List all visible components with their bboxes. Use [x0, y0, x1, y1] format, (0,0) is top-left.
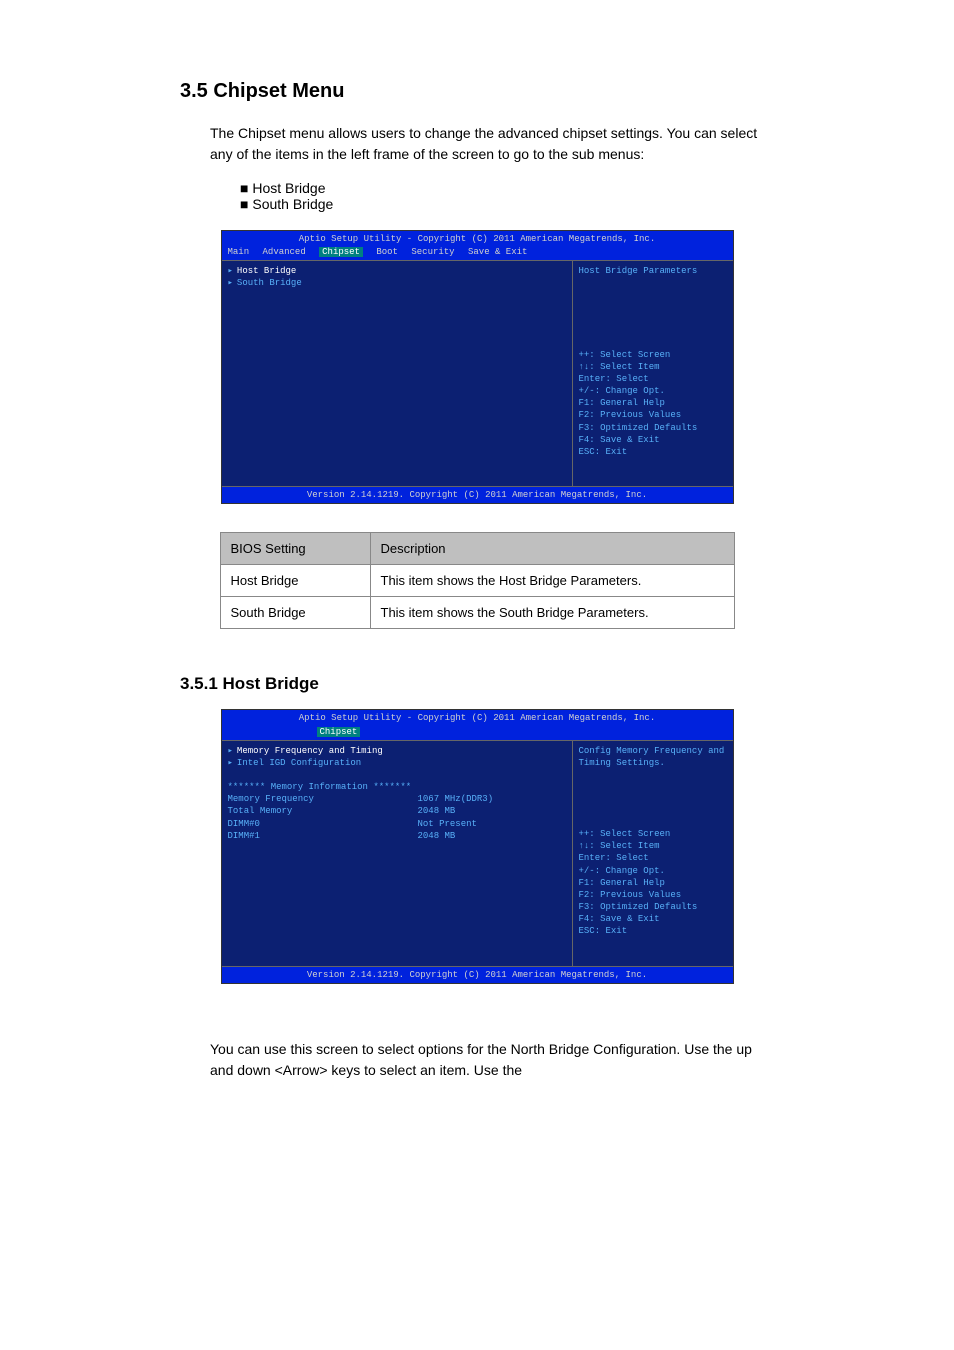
bullet-southbridge: ■ South Bridge [240, 196, 904, 212]
bullet-hostbridge: ■ Host Bridge [240, 180, 904, 196]
section-title-chipset: 3.5 Chipset Menu [180, 80, 904, 103]
menu-saveexit[interactable]: Save & Exit [468, 247, 527, 257]
bios-footer: Version 2.14.1219. Copyright (C) 2011 Am… [222, 966, 733, 983]
col-header-description: Description [370, 533, 734, 565]
cell-setting: South Bridge [220, 597, 370, 629]
bios-help-text: Config Memory Frequency and Timing Setti… [579, 745, 727, 769]
cell-desc: This item shows the South Bridge Paramet… [370, 597, 734, 629]
bios-info-row: DIMM#12048 MB [228, 830, 566, 842]
table-row: South Bridge This item shows the South B… [220, 597, 734, 629]
menu-advanced[interactable]: Advanced [263, 247, 306, 257]
bios-item-igd[interactable]: ▸Intel IGD Configuration [228, 757, 566, 769]
bios-info-header: ******* Memory Information ******* [228, 781, 566, 793]
bios-item-memfreq[interactable]: ▸Memory Frequency and Timing [228, 745, 566, 757]
footer-paragraph: You can use this screen to select option… [210, 1039, 770, 1081]
bios-title: Aptio Setup Utility - Copyright (C) 2011… [222, 710, 733, 724]
cell-setting: Host Bridge [220, 565, 370, 597]
bios-title: Aptio Setup Utility - Copyright (C) 2011… [222, 231, 733, 245]
table-header-row: BIOS Setting Description [220, 533, 734, 565]
bios-info-row: Total Memory2048 MB [228, 805, 566, 817]
table-row: Host Bridge This item shows the Host Bri… [220, 565, 734, 597]
menu-boot[interactable]: Boot [376, 247, 398, 257]
section-title-hostbridge: 3.5.1 Host Bridge [180, 674, 904, 694]
bios-menubar: Main Advanced Chipset Boot Security Save… [222, 245, 733, 261]
intro-paragraph: The Chipset menu allows users to change … [210, 123, 770, 165]
bios-footer: Version 2.14.1219. Copyright (C) 2011 Am… [222, 486, 733, 503]
cell-desc: This item shows the Host Bridge Paramete… [370, 565, 734, 597]
col-header-setting: BIOS Setting [220, 533, 370, 565]
bios-menubar: Chipset [222, 725, 733, 741]
bios-item-hostbridge[interactable]: ▸Host Bridge [228, 265, 566, 277]
bios-screenshot-hostbridge: Aptio Setup Utility - Copyright (C) 2011… [221, 709, 734, 983]
menu-main[interactable]: Main [228, 247, 250, 257]
menu-security[interactable]: Security [411, 247, 454, 257]
bios-key-help: ++: Select Screen ↑↓: Select Item Enter:… [579, 828, 727, 962]
bios-info-row: DIMM#0Not Present [228, 818, 566, 830]
feature-table: BIOS Setting Description Host Bridge Thi… [220, 532, 735, 629]
bios-screenshot-chipset: Aptio Setup Utility - Copyright (C) 2011… [221, 230, 734, 504]
bios-help-text: Host Bridge Parameters [579, 265, 727, 277]
bios-item-southbridge[interactable]: ▸South Bridge [228, 277, 566, 289]
bios-key-help: ++: Select Screen ↑↓: Select Item Enter:… [579, 349, 727, 483]
menu-chipset[interactable]: Chipset [317, 727, 361, 737]
menu-chipset[interactable]: Chipset [319, 247, 363, 257]
bios-info-row: Memory Frequency1067 MHz(DDR3) [228, 793, 566, 805]
